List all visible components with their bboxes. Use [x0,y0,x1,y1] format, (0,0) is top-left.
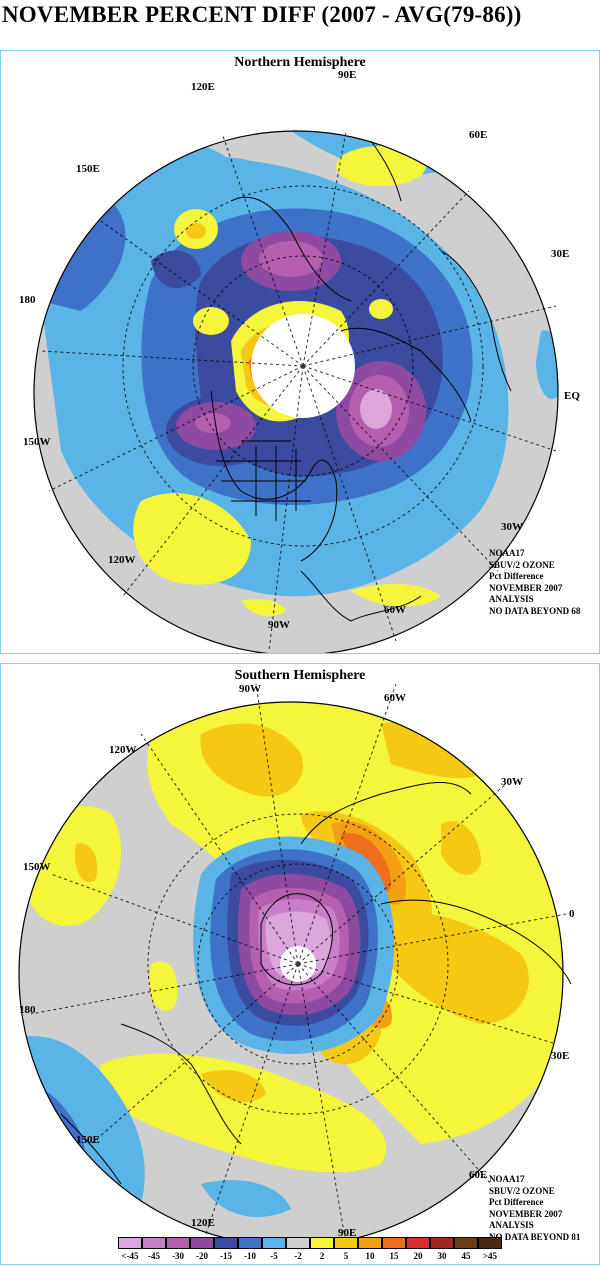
southern-hemisphere-map [18,683,572,1247]
nh-label-90w: 90W [268,619,290,631]
nh-label-90e: 90E [338,69,357,81]
legend-swatch [214,1237,238,1249]
nh-info-line: NOAA17 [489,548,525,558]
sh-label-180: 180 [19,1004,36,1016]
legend-label: 2 [319,1251,325,1261]
nh-info-line: NOVEMBER 2007 [489,582,563,593]
northern-hemisphere-panel: Northern Hemisphere 90E 120E 60E 150E 30… [0,50,600,654]
legend-label: -20 [196,1251,208,1261]
southern-hemisphere-panel: Southern Hemisphere 90W 60W 120W 30W 150… [0,663,600,1265]
sh-label-90w: 90W [239,683,261,695]
sh-label-30e: 30E [551,1050,570,1062]
legend-label: 10 [365,1251,375,1261]
sh-label-150w: 150W [23,861,51,873]
southern-hemisphere-title: Southern Hemisphere [234,668,366,683]
sh-info-line: NO DATA BEYOND 81 [489,1231,581,1242]
sh-label-60w: 60W [384,692,406,704]
legend-label: 45 [461,1251,471,1261]
sh-info-line: ANALYSIS [489,1220,534,1230]
sh-info-line: SBUV/2 OZONE [489,1185,555,1196]
legend-label: -30 [172,1251,184,1261]
sh-info-block: NOAA17 SBUV/2 OZONE Pct Difference NOVEM… [489,1174,580,1243]
sh-label-150e: 150E [76,1134,100,1146]
legend-label: 20 [413,1251,423,1261]
nh-label-30w: 30W [501,521,523,533]
legend-swatch [478,1237,502,1249]
legend-label: 5 [343,1251,349,1261]
legend-label: <-45 [121,1251,139,1261]
page-title: NOVEMBER PERCENT DIFF (2007 - AVG(79-86)… [2,2,522,27]
nh-label-60w: 60W [384,604,406,616]
legend-swatch [358,1237,382,1249]
nh-info-block: NOAA17 SBUV/2 OZONE Pct Difference NOVEM… [489,548,580,617]
legend-label: >45 [482,1251,498,1261]
legend-swatch [166,1237,190,1249]
sh-label-120w: 120W [109,744,137,756]
legend-swatch [382,1237,406,1249]
nh-label-eq: EQ [564,390,580,402]
legend-label: -15 [220,1251,232,1261]
legend-swatch [238,1237,262,1249]
sh-info-line: NOAA17 [489,1174,525,1184]
nh-info-line: SBUV/2 OZONE [489,559,555,570]
nh-label-60e: 60E [469,129,488,141]
legend-label: -2 [294,1251,302,1261]
legend-swatch [310,1237,334,1249]
legend-swatch [430,1237,454,1249]
sh-label-30w: 30W [501,776,523,788]
legend-swatch [406,1237,430,1249]
northern-hemisphere-map [33,130,559,653]
nh-label-150w: 150W [23,436,51,448]
nh-info-line: ANALYSIS [489,594,534,604]
legend-swatch [118,1237,142,1249]
sh-label-90e: 90E [338,1227,357,1239]
nh-label-30e: 30E [551,248,570,260]
legend-swatch [334,1237,358,1249]
sh-info-line: NOVEMBER 2007 [489,1208,563,1219]
nh-label-150e: 150E [76,163,100,175]
sh-info-line: Pct Difference [489,1197,544,1207]
legend-label: 15 [389,1251,399,1261]
legend-swatch [190,1237,214,1249]
nh-info-line: NO DATA BEYOND 68 [489,605,581,616]
legend-swatch [142,1237,166,1249]
nh-info-line: Pct Difference [489,571,544,581]
nh-label-120e: 120E [191,81,215,93]
sh-label-0: 0 [569,908,575,920]
legend-label: -10 [244,1251,256,1261]
nh-label-120w: 120W [108,554,136,566]
legend-label: -45 [148,1251,160,1261]
legend-swatch [286,1237,310,1249]
legend-swatch [454,1237,478,1249]
northern-hemisphere-title: Northern Hemisphere [234,55,366,70]
sh-label-60e: 60E [469,1169,488,1181]
legend-swatch [262,1237,286,1249]
sh-label-120e: 120E [191,1217,215,1229]
legend-label: 30 [437,1251,447,1261]
legend-label: -5 [270,1251,278,1261]
nh-label-180: 180 [19,294,36,306]
